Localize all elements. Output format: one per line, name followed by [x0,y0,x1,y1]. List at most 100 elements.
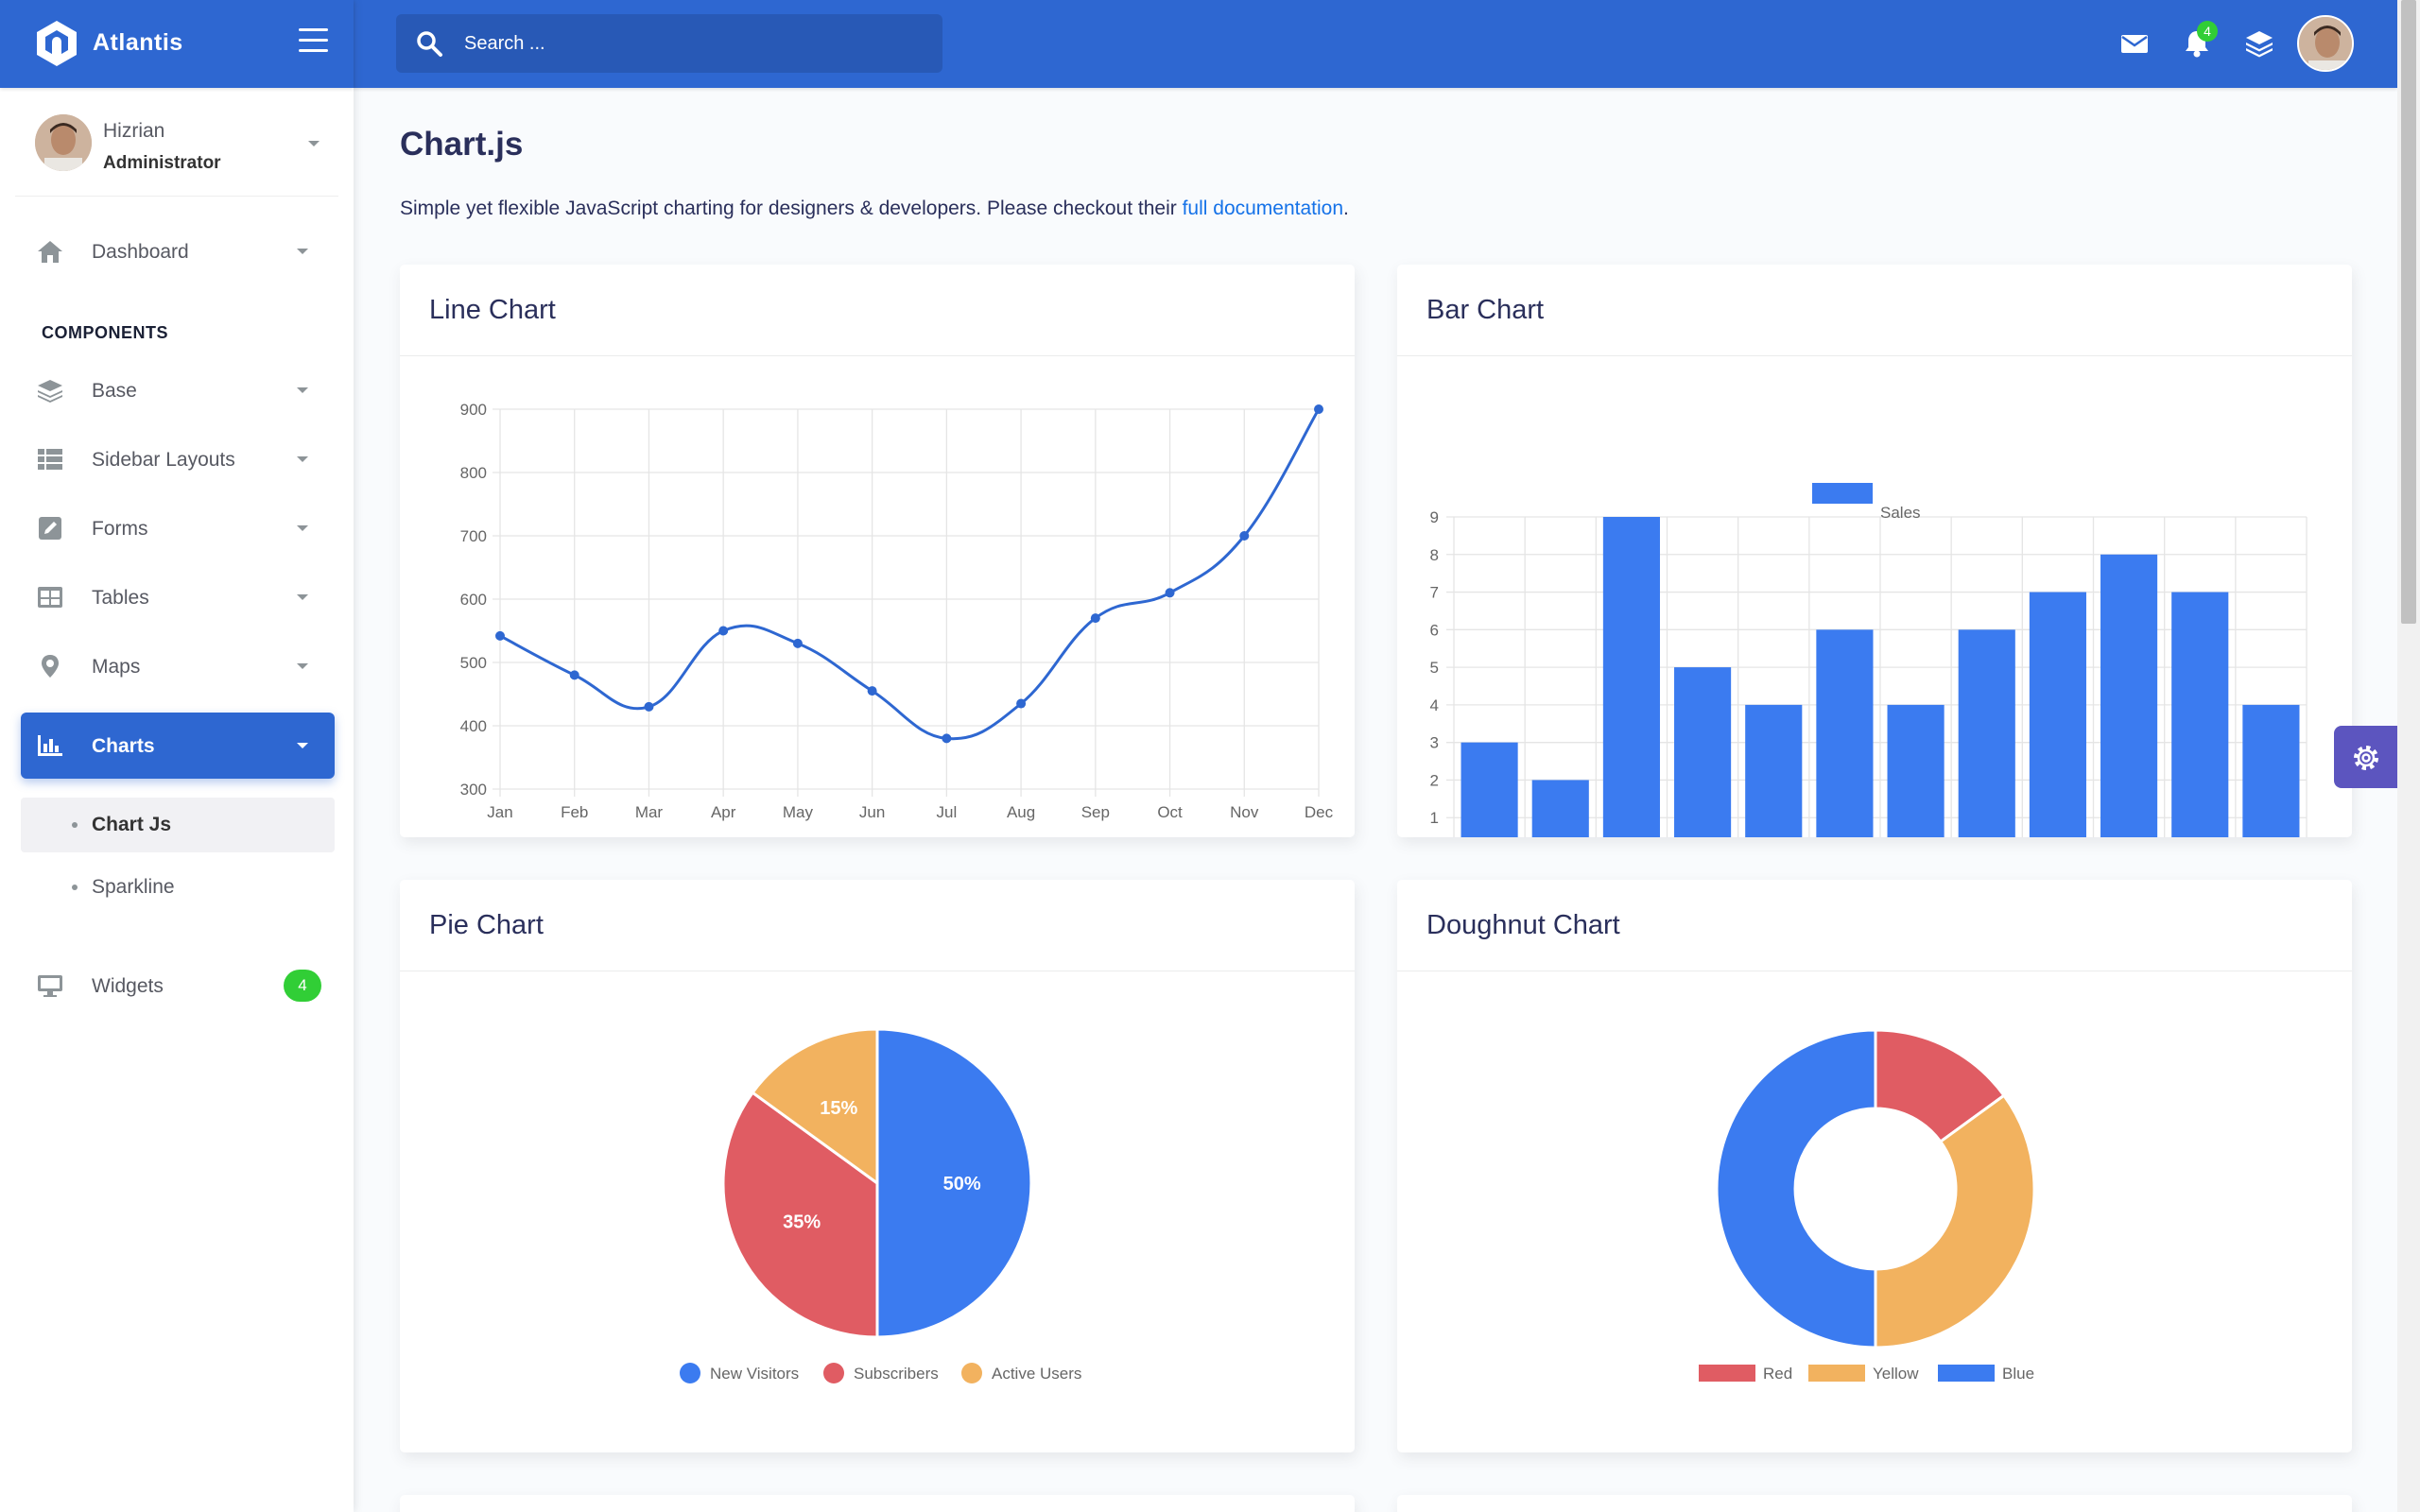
sidebar-item-widgets[interactable]: Widgets 4 [21,953,335,1019]
card-header: Doughnut Chart [1397,880,2352,971]
sidebar-item-base[interactable]: Base [21,357,335,423]
line-chart-card: Line Chart 900 800 700 600 500 400 300 Jan Feb Ma… [400,265,1355,837]
menu-toggle-icon[interactable] [299,28,328,54]
x-tick-label: Mar [635,803,664,821]
scrollbar-thumb[interactable] [2401,0,2416,624]
bar [1674,667,1732,837]
chevron-down-icon [297,249,308,254]
atlantis-logo-icon[interactable] [34,19,79,68]
next-card-partial [1397,1495,2352,1512]
bullet-icon [72,885,78,890]
sidebar-item-charts[interactable]: Charts [21,713,335,779]
bar [1958,629,2015,837]
brand-name[interactable]: Atlantis [93,29,183,56]
settings-button[interactable] [2334,726,2397,788]
card-header: Pie Chart [400,880,1355,971]
data-point [867,686,877,696]
y-tick-label: 1 [1430,809,1439,827]
doughnut-chart-card: Doughnut Chart Red Yellow Blue [1397,880,2352,1452]
bar [1531,780,1589,837]
user-profile[interactable]: Hizrian Administrator [15,88,338,197]
notification-badge: 4 [2197,21,2218,42]
card-title: Line Chart [429,295,556,325]
documentation-link[interactable]: full documentation [1182,198,1344,219]
y-tick-label: 6 [1430,621,1439,639]
legend-label: Red [1763,1365,1792,1383]
slice [721,1091,879,1339]
sidebar-item-sidebar-layouts[interactable]: Sidebar Layouts [21,426,335,492]
sidebar-subitem-chart-js[interactable]: Chart Js [21,798,335,852]
data-point [792,638,803,648]
sidebar-item-dashboard[interactable]: Dashboard [21,218,335,284]
table-icon [38,587,62,608]
chevron-down-icon[interactable] [308,141,320,146]
sidebar-item-label: Dashboard [92,241,189,263]
sidebar-subitem-sparkline[interactable]: Sparkline [21,860,335,915]
data-point [718,626,729,636]
page-description-text: Simple yet flexible JavaScript charting … [400,198,1183,219]
x-tick-label: Oct [1157,803,1183,821]
card-title: Doughnut Chart [1426,910,1620,940]
edit-icon [39,517,61,540]
sidebar-item-maps[interactable]: Maps [21,633,335,699]
next-card-partial [400,1495,1355,1512]
legend-label: Active Users [992,1365,1081,1383]
bar [1816,629,1874,837]
sidebar-item-label: Widgets [92,975,164,997]
page-title: Chart.js [400,126,524,163]
sidebar-item-label: Maps [92,656,141,678]
page-scrollbar[interactable] [2397,0,2420,1512]
y-tick-label: 4 [1430,696,1439,714]
bar [2100,554,2158,837]
bar [1461,742,1518,837]
bar [1602,517,1660,837]
x-tick-label: Jun [859,803,885,821]
y-tick-label: 600 [460,591,487,609]
legend-label: Blue [2002,1365,2034,1383]
bullet-icon [72,822,78,828]
user-avatar[interactable] [2297,15,2354,72]
y-tick-label: 700 [460,527,487,545]
y-tick-label: 300 [460,781,487,799]
bar-chart-card: Bar Chart 9876543210JanFebMarAprMayJunJu… [1397,265,2352,837]
data-point [942,733,952,744]
sidebar-item-forms[interactable]: Forms [21,495,335,561]
sidebar-item-label: Charts [92,735,155,757]
data-point [644,701,654,712]
sidebar: Atlantis Hizrian Administrator Dashboard… [0,0,354,1512]
y-tick-label: 7 [1430,584,1439,602]
bar [1745,704,1803,837]
section-title-components: COMPONENTS [42,323,169,342]
chevron-down-icon [297,663,308,669]
chevron-down-icon [297,387,308,393]
slice [1874,1093,2036,1349]
data-point [1090,613,1100,624]
bar-chart-icon [38,735,62,756]
slice [875,1027,1033,1339]
slice-value-label: 15% [820,1098,857,1119]
data-point [1016,698,1027,709]
legend-label: Sales [1880,504,1921,522]
x-tick-label: Jan [487,803,512,821]
legend-label: New Visitors [710,1365,799,1383]
slice-value-label: 35% [783,1212,821,1233]
top-navbar: 4 [354,0,2397,88]
search-input[interactable] [464,29,918,58]
data-point [569,670,579,680]
sidebar-item-tables[interactable]: Tables [21,564,335,630]
x-tick-label: Feb [561,803,588,821]
search-icon[interactable] [415,29,443,58]
bar-chart: 9876543210JanFebMarAprMayJunJulAugSepOct… [1430,483,2308,837]
page-description-suffix: . [1343,198,1349,219]
layers-icon[interactable] [2244,28,2274,59]
avatar [35,114,92,171]
doughnut-chart: Red Yellow Blue [1699,1028,2036,1383]
x-tick-label: May [783,803,814,821]
x-tick-label: Aug [1007,803,1035,821]
search-box [396,14,942,73]
x-tick-label: Dec [1305,803,1334,821]
envelope-icon[interactable] [2119,28,2150,59]
user-name: Hizrian [103,120,165,142]
y-tick-label: 3 [1430,734,1439,752]
bar [2171,592,2229,837]
